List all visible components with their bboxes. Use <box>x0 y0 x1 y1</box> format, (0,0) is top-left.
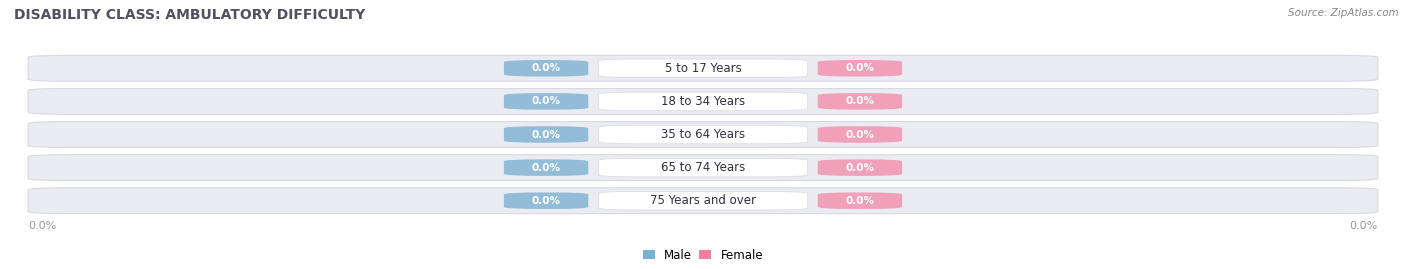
FancyBboxPatch shape <box>503 60 588 77</box>
FancyBboxPatch shape <box>818 93 903 110</box>
Text: 0.0%: 0.0% <box>845 63 875 73</box>
Text: 18 to 34 Years: 18 to 34 Years <box>661 95 745 108</box>
Legend: Male, Female: Male, Female <box>638 244 768 266</box>
Text: DISABILITY CLASS: AMBULATORY DIFFICULTY: DISABILITY CLASS: AMBULATORY DIFFICULTY <box>14 8 366 22</box>
Text: 0.0%: 0.0% <box>531 196 561 206</box>
FancyBboxPatch shape <box>599 59 807 77</box>
FancyBboxPatch shape <box>28 55 1378 81</box>
FancyBboxPatch shape <box>28 89 1378 114</box>
FancyBboxPatch shape <box>818 192 903 209</box>
FancyBboxPatch shape <box>599 192 807 210</box>
FancyBboxPatch shape <box>818 159 903 176</box>
FancyBboxPatch shape <box>503 93 588 110</box>
Text: 65 to 74 Years: 65 to 74 Years <box>661 161 745 174</box>
Text: 0.0%: 0.0% <box>1350 221 1378 231</box>
Text: 0.0%: 0.0% <box>531 162 561 173</box>
Text: 0.0%: 0.0% <box>845 96 875 107</box>
Text: 0.0%: 0.0% <box>531 63 561 73</box>
Text: 0.0%: 0.0% <box>28 221 56 231</box>
FancyBboxPatch shape <box>503 159 588 176</box>
FancyBboxPatch shape <box>599 125 807 144</box>
Text: 0.0%: 0.0% <box>845 129 875 140</box>
FancyBboxPatch shape <box>28 155 1378 180</box>
Text: 5 to 17 Years: 5 to 17 Years <box>665 62 741 75</box>
FancyBboxPatch shape <box>599 92 807 111</box>
FancyBboxPatch shape <box>28 188 1378 214</box>
FancyBboxPatch shape <box>818 60 903 77</box>
Text: Source: ZipAtlas.com: Source: ZipAtlas.com <box>1288 8 1399 18</box>
FancyBboxPatch shape <box>28 122 1378 147</box>
Text: 0.0%: 0.0% <box>845 162 875 173</box>
Text: 0.0%: 0.0% <box>845 196 875 206</box>
Text: 0.0%: 0.0% <box>531 129 561 140</box>
Text: 35 to 64 Years: 35 to 64 Years <box>661 128 745 141</box>
FancyBboxPatch shape <box>818 126 903 143</box>
FancyBboxPatch shape <box>503 126 588 143</box>
FancyBboxPatch shape <box>503 192 588 209</box>
Text: 0.0%: 0.0% <box>531 96 561 107</box>
Text: 75 Years and over: 75 Years and over <box>650 194 756 207</box>
FancyBboxPatch shape <box>599 158 807 177</box>
